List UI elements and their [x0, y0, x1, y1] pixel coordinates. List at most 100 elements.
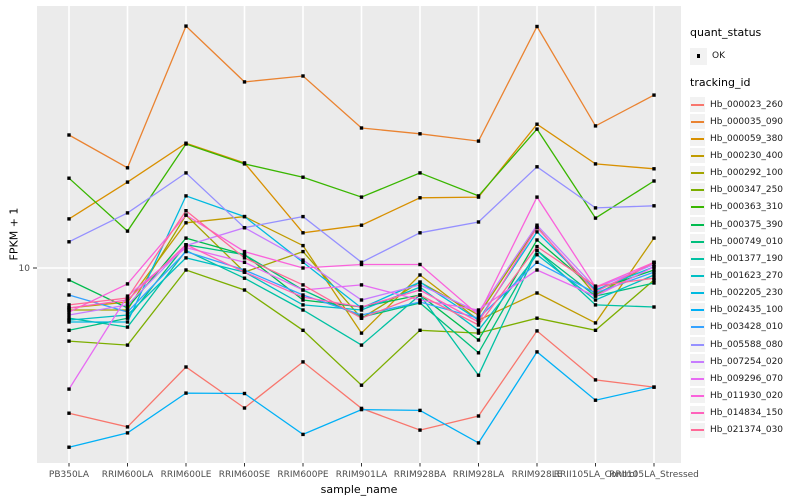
data-point — [476, 194, 481, 198]
data-point — [476, 139, 481, 143]
legend-item-label: Hb_000059_380 — [710, 133, 784, 144]
data-point — [593, 398, 598, 402]
series-color-line — [691, 326, 704, 329]
legend-item-Hb_001623_270: Hb_001623_270 — [690, 267, 800, 284]
legend-item-label: Hb_014834_150 — [710, 408, 784, 419]
legend-item-label: Hb_003428_010 — [710, 322, 784, 333]
x-tick-label: RRIM600LE — [161, 470, 212, 480]
legend-item-Hb_000292_100: Hb_000292_100 — [690, 165, 800, 182]
data-point — [67, 303, 71, 307]
data-point — [476, 414, 481, 418]
data-point — [535, 226, 539, 230]
series-color-line — [691, 394, 704, 397]
data-point — [593, 298, 598, 302]
data-point — [184, 194, 188, 198]
series-color-line — [691, 343, 704, 346]
data-point — [593, 290, 598, 294]
data-point — [67, 133, 71, 137]
series-color-line — [691, 309, 704, 312]
data-point — [67, 278, 71, 282]
data-point — [593, 206, 598, 210]
data-point — [359, 223, 364, 227]
data-point — [359, 331, 364, 335]
data-point — [593, 216, 598, 220]
data-point — [535, 316, 539, 320]
data-point — [242, 276, 247, 280]
data-point — [67, 293, 71, 297]
data-point — [242, 80, 247, 84]
data-point — [535, 24, 539, 29]
data-point — [125, 211, 130, 215]
legend-item-Hb_007254_020: Hb_007254_020 — [690, 353, 800, 370]
data-point — [125, 425, 130, 429]
x-tick-label: RRIM928BA — [394, 470, 447, 480]
legend-item-label: Hb_009296_070 — [710, 373, 784, 384]
data-point — [301, 432, 305, 437]
data-point — [418, 288, 422, 292]
data-point — [418, 171, 422, 175]
x-tick-label: RRIM901LA — [336, 470, 388, 480]
data-point — [535, 223, 539, 227]
line-swatch-icon — [690, 199, 705, 215]
data-point — [418, 293, 422, 297]
legend-item-Hb_002435_100: Hb_002435_100 — [690, 302, 800, 319]
series-color-line — [691, 172, 704, 175]
data-point — [242, 270, 247, 274]
data-point — [535, 350, 539, 354]
data-point — [125, 320, 130, 324]
line-swatch-icon — [690, 268, 705, 284]
data-point — [125, 308, 130, 312]
data-point — [301, 258, 305, 262]
data-point — [359, 383, 364, 387]
data-point — [301, 298, 305, 302]
data-point — [125, 343, 130, 347]
line-swatch-icon — [690, 285, 705, 301]
data-point — [593, 303, 598, 307]
data-point — [67, 339, 71, 343]
data-point — [535, 329, 539, 333]
data-point — [418, 283, 422, 287]
data-point — [593, 284, 598, 288]
legend-item-Hb_009296_070: Hb_009296_070 — [690, 370, 800, 387]
data-point — [67, 320, 71, 324]
data-point — [535, 127, 539, 131]
legend: quant_status OK tracking_id Hb_000023_26… — [690, 26, 800, 439]
legend-item-Hb_021374_030: Hb_021374_030 — [690, 422, 800, 439]
data-point — [301, 283, 305, 287]
series-color-line — [691, 257, 704, 260]
data-point — [535, 165, 539, 169]
data-point — [593, 288, 598, 292]
legend-item-label: Hb_000292_100 — [710, 168, 784, 179]
data-point — [242, 260, 247, 264]
data-point — [359, 283, 364, 287]
data-point — [418, 196, 422, 200]
legend-item-label: Hb_000749_010 — [710, 236, 784, 247]
data-point — [476, 310, 481, 314]
legend-item-Hb_000363_310: Hb_000363_310 — [690, 199, 800, 216]
data-point — [652, 204, 656, 208]
data-point — [476, 220, 481, 224]
data-point — [242, 162, 247, 166]
data-point — [301, 74, 305, 78]
legend-item-Hb_000749_010: Hb_000749_010 — [690, 233, 800, 250]
data-point — [301, 295, 305, 299]
legend-item-Hb_000347_250: Hb_000347_250 — [690, 182, 800, 199]
legend-item-label: Hb_001377_190 — [710, 253, 784, 264]
data-point — [652, 167, 656, 171]
legend-item-label: Hb_000375_390 — [710, 219, 784, 230]
series-color-line — [691, 137, 704, 140]
data-point — [301, 303, 305, 307]
data-point — [476, 441, 481, 445]
data-point — [652, 278, 656, 282]
data-point — [125, 431, 130, 435]
legend-tracking-items: Hb_000023_260 Hb_000035_090 Hb_000059_380 H… — [690, 96, 800, 439]
data-point — [418, 285, 422, 289]
line-swatch-icon — [690, 217, 705, 233]
x-tick-label: RRIM928LA — [453, 470, 505, 480]
data-point — [359, 195, 364, 199]
data-point — [67, 387, 71, 391]
data-point — [301, 360, 305, 364]
line-swatch-icon — [690, 371, 705, 387]
data-point — [418, 132, 422, 136]
data-point — [593, 328, 598, 332]
